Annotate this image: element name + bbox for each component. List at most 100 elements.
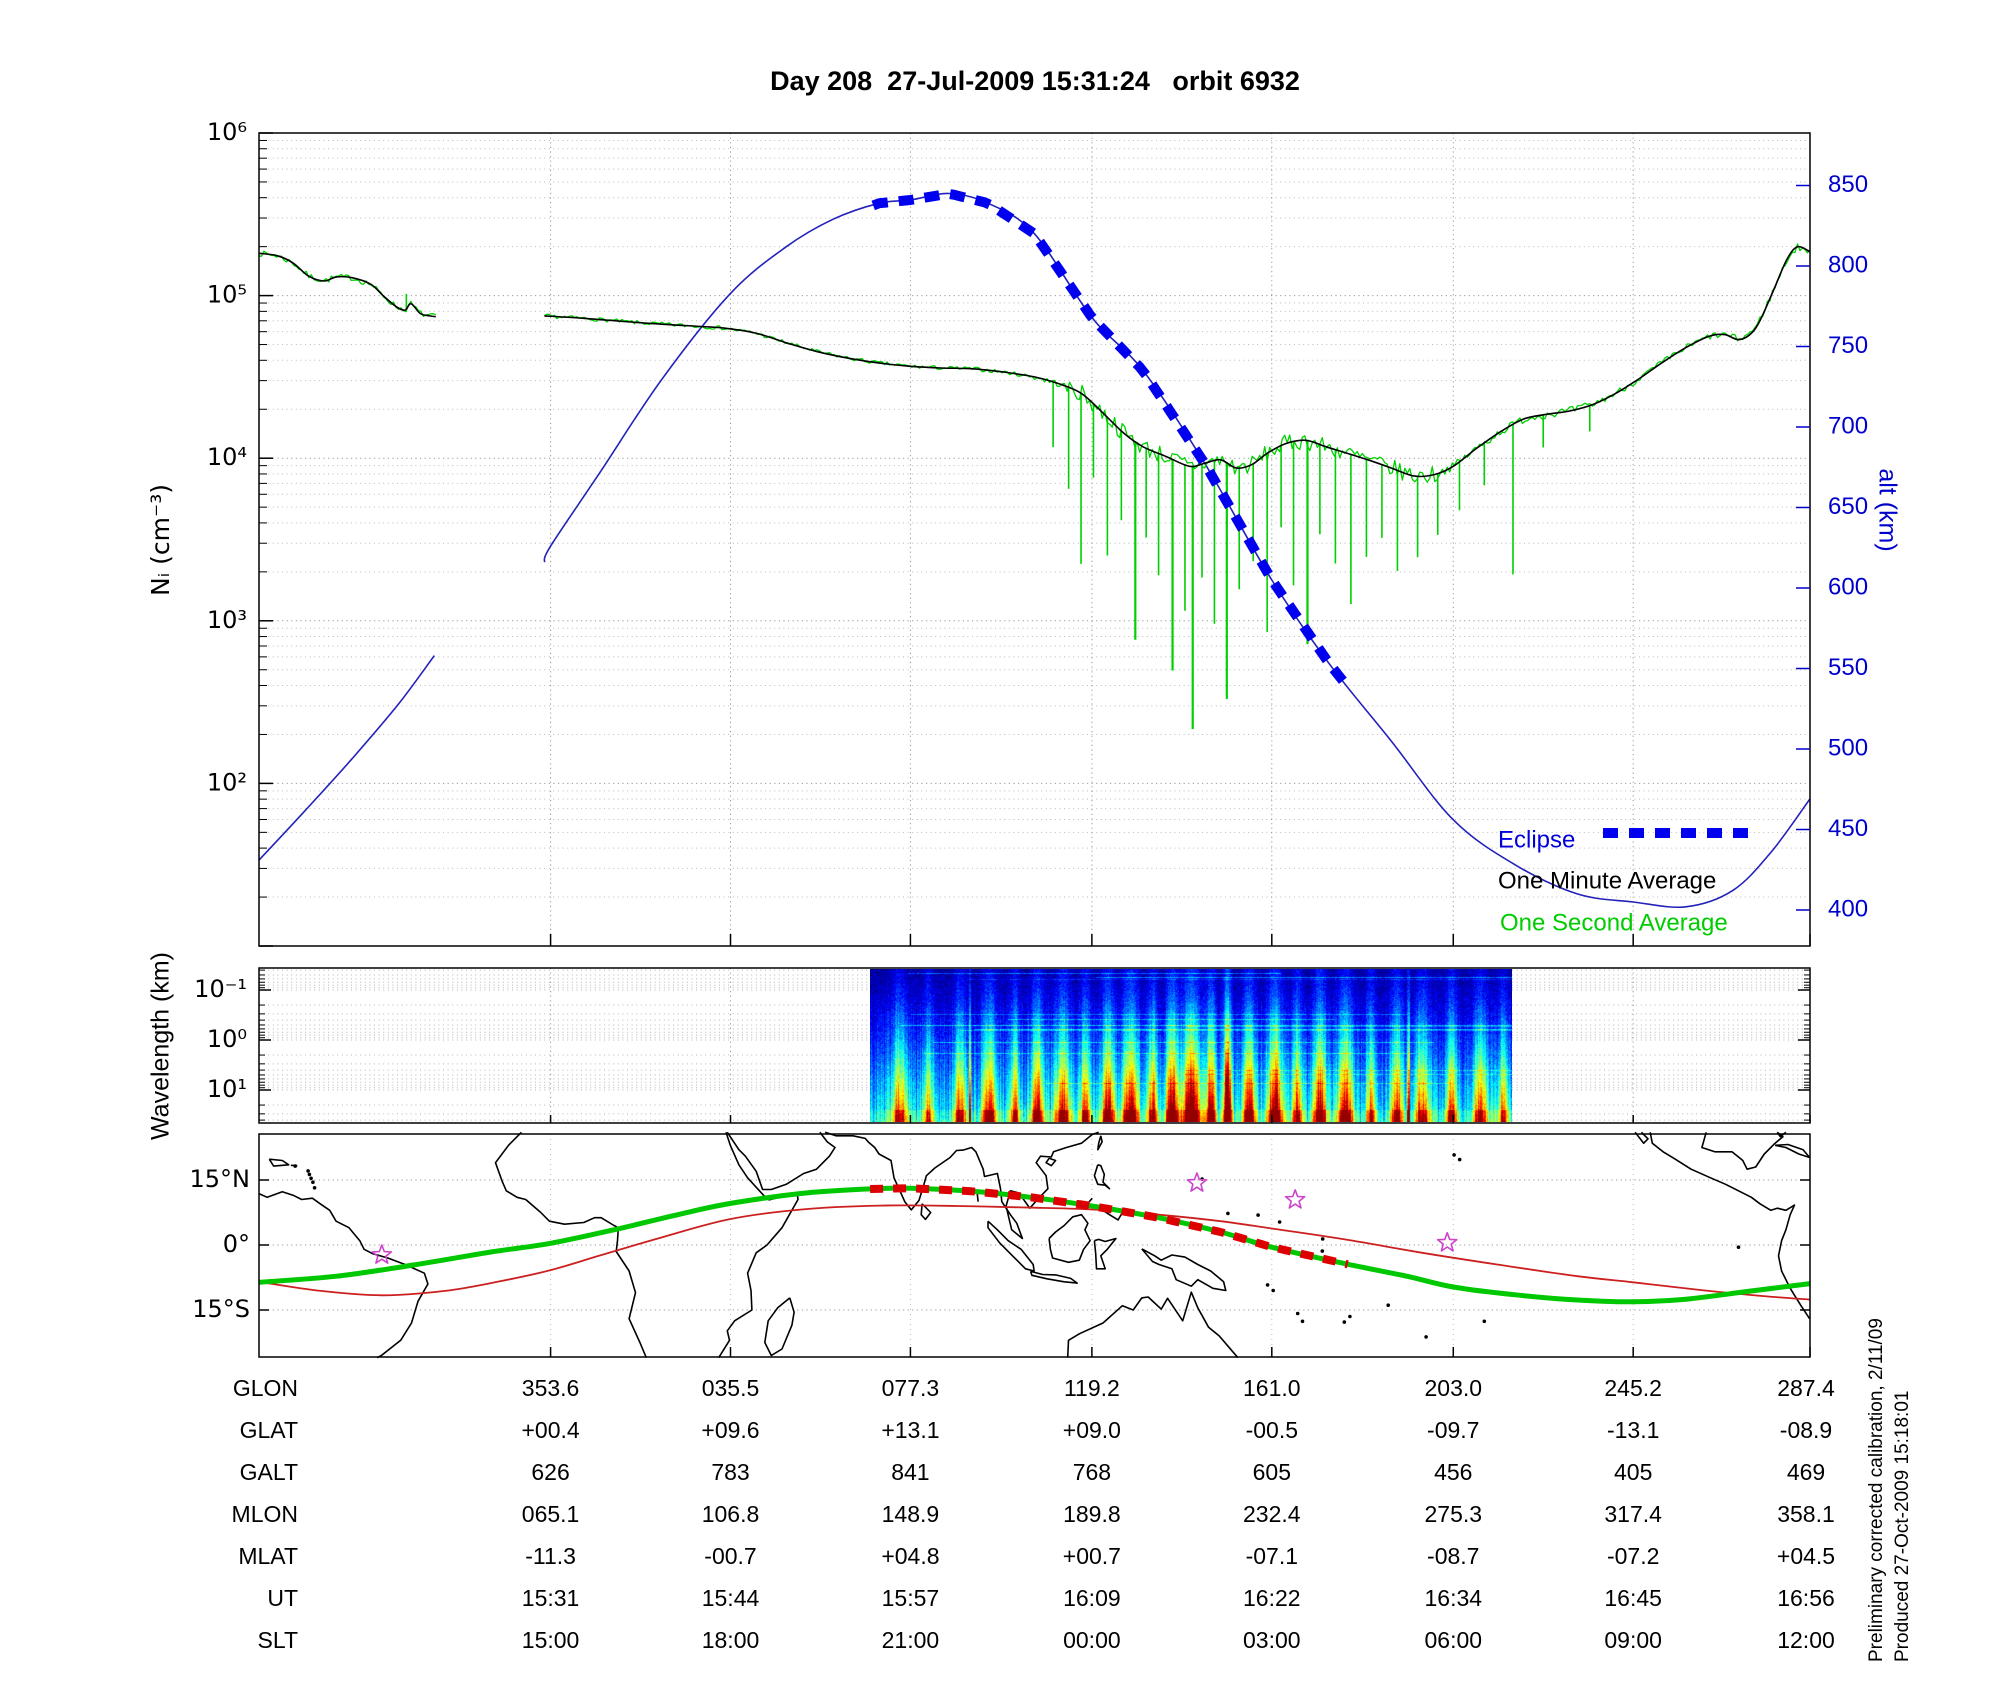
table-cell: 106.8 xyxy=(702,1501,760,1527)
island-dot xyxy=(293,1164,298,1168)
island-dot xyxy=(1386,1303,1390,1307)
station-star-icon xyxy=(1436,1232,1458,1252)
table-cell: -09.7 xyxy=(1427,1417,1479,1443)
coastline xyxy=(1029,1270,1078,1284)
table-cell: 232.4 xyxy=(1243,1501,1301,1527)
table-cell: 09:00 xyxy=(1604,1627,1662,1653)
table-cell: 245.2 xyxy=(1604,1375,1662,1401)
table-row-label: GLON xyxy=(233,1375,298,1401)
table-row-label: SLT xyxy=(258,1627,298,1653)
table-cell: -08.7 xyxy=(1427,1543,1479,1569)
island-dot xyxy=(1295,1311,1300,1316)
legend-one-second-label: One Second Average xyxy=(1500,909,1728,936)
table-cell: 15:57 xyxy=(882,1585,940,1611)
table-cell: +04.5 xyxy=(1777,1543,1835,1569)
island-dot xyxy=(312,1186,317,1190)
coastline xyxy=(1774,1143,1811,1159)
wavelength-spectrogram-image xyxy=(870,969,1512,1122)
island-dot xyxy=(306,1169,310,1173)
alt-tick-label: 800 xyxy=(1828,251,1868,278)
alt-tick-label: 500 xyxy=(1828,734,1868,761)
table-cell: -07.2 xyxy=(1607,1543,1659,1569)
one-second-average-line xyxy=(259,250,437,318)
table-cell: 841 xyxy=(891,1459,929,1485)
wavelength-tick-label: 10⁻¹ xyxy=(194,975,247,1003)
coastline xyxy=(976,1192,979,1202)
table-row-label: MLON xyxy=(232,1501,298,1527)
table-cell: -07.1 xyxy=(1246,1543,1298,1569)
alt-tick-label: 850 xyxy=(1828,171,1868,198)
table-cell: 456 xyxy=(1434,1459,1472,1485)
coastline xyxy=(1097,1135,1103,1151)
coastline xyxy=(1701,1131,1784,1170)
island-dot xyxy=(1277,1220,1282,1224)
table-cell: 626 xyxy=(531,1459,569,1485)
island-dot xyxy=(1457,1157,1462,1162)
table-cell: 16:56 xyxy=(1777,1585,1835,1611)
alt-tick-label: 650 xyxy=(1828,493,1868,520)
plot-title: Day 208 27-Jul-2009 15:31:24 orbit 6932 xyxy=(770,66,1300,96)
island-dot xyxy=(1271,1288,1275,1293)
table-cell: 035.5 xyxy=(702,1375,760,1401)
table-cell: 358.1 xyxy=(1777,1501,1835,1527)
table-cell: 065.1 xyxy=(522,1501,580,1527)
table-cell: +00.4 xyxy=(521,1417,579,1443)
table-cell: 15:44 xyxy=(702,1585,760,1611)
station-star-icon xyxy=(371,1244,393,1264)
table-cell: 783 xyxy=(711,1459,749,1485)
alt-tick-label: 750 xyxy=(1828,332,1868,359)
one-minute-average-seg2 xyxy=(544,245,1811,478)
table-cell: 275.3 xyxy=(1424,1501,1482,1527)
coastline xyxy=(1634,1131,1649,1144)
table-cell: 21:00 xyxy=(882,1627,940,1653)
wavelength-axis-label: Wavelength (km) xyxy=(147,952,175,1140)
island-dot xyxy=(1452,1153,1456,1157)
alt-axis-label: alt (km) xyxy=(1873,468,1901,551)
coastline xyxy=(1048,1213,1091,1264)
calibration-note: Preliminary corrected calibration, 2/11/… xyxy=(1866,1318,1887,1662)
island-dot xyxy=(1265,1283,1270,1287)
table-cell: 18:00 xyxy=(702,1627,760,1653)
table-cell: 469 xyxy=(1787,1459,1825,1485)
ni-axis-label: Nᵢ (cm⁻³) xyxy=(146,484,175,596)
table-cell: 16:34 xyxy=(1424,1585,1482,1611)
island-dot xyxy=(1226,1211,1230,1216)
station-star-icon xyxy=(1284,1189,1306,1209)
table-cell: 353.6 xyxy=(522,1375,580,1401)
eclipse-track-dashed xyxy=(870,1184,1349,1269)
coastline xyxy=(824,1131,1099,1240)
coastline xyxy=(1649,1132,1811,1320)
table-cell: 405 xyxy=(1614,1459,1652,1485)
island-dot xyxy=(1736,1245,1741,1249)
ni-tick-label: 10⁶ xyxy=(207,118,247,146)
table-cell: 00:00 xyxy=(1063,1627,1121,1653)
one-second-average-line xyxy=(544,243,1811,483)
island-dot xyxy=(309,1176,313,1181)
table-cell: 06:00 xyxy=(1424,1627,1482,1653)
table-cell: 12:00 xyxy=(1777,1627,1835,1653)
coastline xyxy=(764,1297,795,1357)
table-cell: 16:45 xyxy=(1604,1585,1662,1611)
table-cell: +09.0 xyxy=(1063,1417,1121,1443)
table-row-label: GALT xyxy=(240,1459,298,1485)
table-cell: 203.0 xyxy=(1424,1375,1482,1401)
alt-tick-label: 700 xyxy=(1828,412,1868,439)
table-cell: 16:22 xyxy=(1243,1585,1301,1611)
table-cell: +00.7 xyxy=(1063,1543,1121,1569)
table-cell: 768 xyxy=(1073,1459,1111,1485)
eclipse-altitude-dashed xyxy=(871,188,1349,687)
table-cell: 189.8 xyxy=(1063,1501,1121,1527)
coastline xyxy=(1066,1291,1239,1359)
table-cell: -00.7 xyxy=(704,1543,756,1569)
legend-eclipse-label: Eclipse xyxy=(1498,826,1575,853)
ni-tick-label: 10⁴ xyxy=(207,443,247,471)
table-cell: 03:00 xyxy=(1243,1627,1301,1653)
panel-border-3 xyxy=(258,1133,1811,1358)
table-row-label: GLAT xyxy=(240,1417,298,1443)
table-cell: +13.1 xyxy=(881,1417,939,1443)
table-cell: 15:31 xyxy=(522,1585,580,1611)
produced-note: Produced 27-Oct-2009 15:18:01 xyxy=(1892,1390,1913,1662)
island-dot xyxy=(311,1180,315,1184)
table-cell: 15:00 xyxy=(522,1627,580,1653)
